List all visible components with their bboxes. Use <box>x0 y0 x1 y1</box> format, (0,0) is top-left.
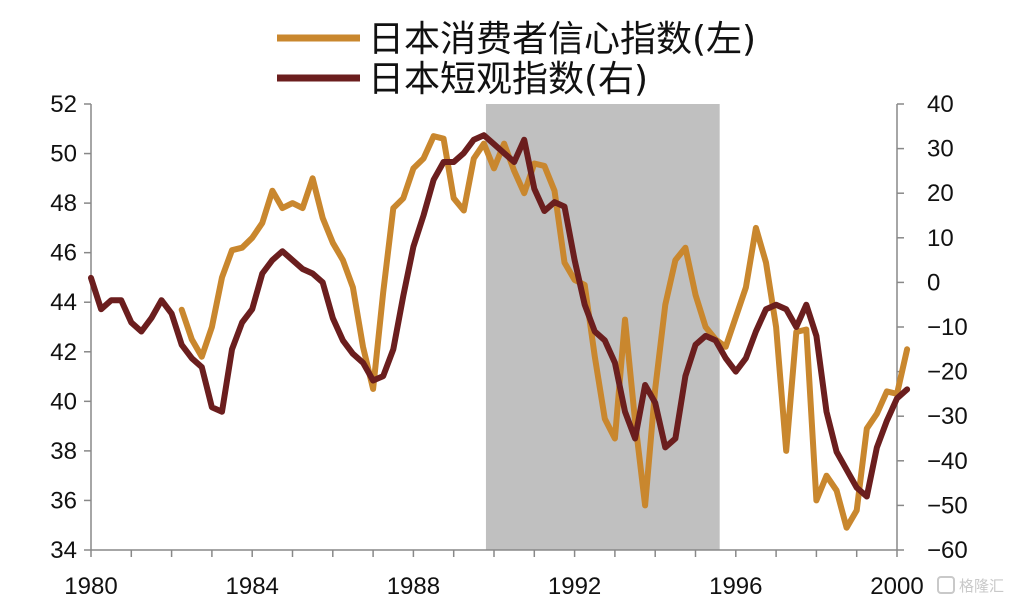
x-axis: 1980 1984 1988 1992 1996 2000 <box>64 549 924 600</box>
left-tick-label: 42 <box>50 339 77 366</box>
watermark-text: 格隆汇 <box>959 577 1004 595</box>
left-tick-label: 48 <box>50 190 77 217</box>
right-tick-label: 40 <box>927 91 954 118</box>
right-tick-label: −30 <box>927 403 968 430</box>
right-axis: −60 −50 −40 −30 −20 −10 0 10 20 30 40 <box>896 91 968 564</box>
right-tick-label: 10 <box>927 225 954 252</box>
left-tick-label: 40 <box>50 388 77 415</box>
x-tick-label: 2000 <box>870 573 923 600</box>
series-lines <box>88 132 911 531</box>
legend-label-2: 日本短观指数(右) <box>368 59 648 100</box>
watermark-logo-icon <box>937 576 955 594</box>
left-tick-label: 44 <box>50 289 77 316</box>
left-tick-label: 38 <box>50 438 77 465</box>
right-tick-label: 0 <box>927 269 940 296</box>
x-tick-label: 1996 <box>709 573 762 600</box>
left-tick-label: 46 <box>50 240 77 267</box>
left-tick-label: 34 <box>50 537 77 564</box>
right-tick-label: 20 <box>927 180 954 207</box>
left-tick-label: 36 <box>50 487 77 514</box>
series-line-2 <box>88 132 911 500</box>
x-tick-label: 1992 <box>548 573 601 600</box>
legend-label-1: 日本消费者信心指数(左) <box>368 19 756 60</box>
left-axis: 34 36 38 40 42 44 46 48 50 52 <box>50 91 92 564</box>
x-tick-label: 1980 <box>64 573 117 600</box>
right-tick-label: −10 <box>927 314 968 341</box>
series-line-1 <box>178 133 911 531</box>
watermark: 格隆汇 <box>937 576 1004 595</box>
legend: 日本消费者信心指数(左)日本短观指数(右) <box>277 19 756 100</box>
left-tick-label: 50 <box>50 141 77 168</box>
x-tick-label: 1988 <box>387 573 440 600</box>
right-tick-label: −20 <box>927 359 968 386</box>
right-tick-label: −60 <box>927 537 968 564</box>
right-tick-label: −50 <box>927 492 968 519</box>
right-tick-label: 30 <box>927 136 954 163</box>
x-tick-label: 1984 <box>226 573 279 600</box>
shaded-period <box>485 104 720 550</box>
right-tick-label: −40 <box>927 448 968 475</box>
left-tick-label: 52 <box>50 91 77 118</box>
